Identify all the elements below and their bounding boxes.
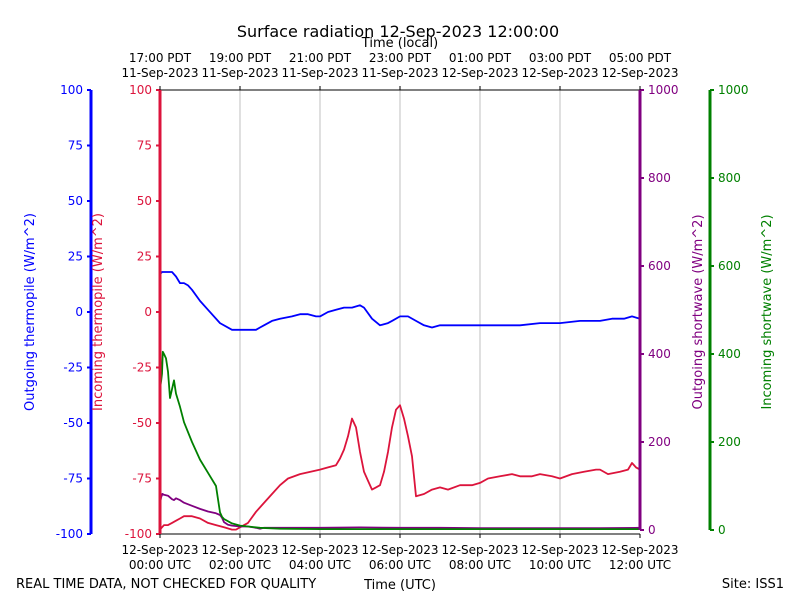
xtick-label-top-time-6: 05:00 PDT (609, 51, 672, 65)
xtick-label-bottom-date-4: 12-Sep-2023 (441, 543, 518, 557)
xtick-label-top-date-3: 11-Sep-2023 (361, 66, 438, 80)
xtick-label-bottom-time-2: 04:00 UTC (289, 558, 351, 572)
xtick-label-bottom-time-5: 10:00 UTC (529, 558, 591, 572)
ytick-label-outgoing-shortwave: 0 (648, 523, 656, 537)
ytick-label-incoming-shortwave: 200 (718, 435, 741, 449)
xtick-label-top-date-1: 11-Sep-2023 (201, 66, 278, 80)
axis-label-outgoing-thermopile: Outgoing thermopile (W/m^2) (23, 213, 38, 411)
ytick-label-incoming-thermopile: 75 (137, 139, 152, 153)
ytick-label-incoming-shortwave: 0 (718, 523, 726, 537)
xtick-label-bottom-time-0: 00:00 UTC (129, 558, 191, 572)
series-line-incoming-shortwave (159, 350, 640, 530)
ytick-label-incoming-thermopile: -100 (125, 527, 152, 541)
xtick-label-bottom-date-0: 12-Sep-2023 (121, 543, 198, 557)
ytick-label-incoming-thermopile: 0 (144, 305, 152, 319)
ytick-label-incoming-thermopile: -75 (132, 472, 152, 486)
ytick-label-incoming-shortwave: 600 (718, 259, 741, 273)
xtick-label-bottom-date-3: 12-Sep-2023 (361, 543, 438, 557)
ytick-label-outgoing-thermopile: -100 (56, 527, 83, 541)
xtick-label-top-date-4: 12-Sep-2023 (441, 66, 518, 80)
xtick-label-top-time-0: 17:00 PDT (129, 51, 192, 65)
ytick-label-incoming-thermopile: 100 (129, 83, 152, 97)
ytick-label-outgoing-shortwave: 600 (648, 259, 671, 273)
xtick-label-bottom-date-6: 12-Sep-2023 (601, 543, 678, 557)
ytick-label-outgoing-shortwave: 400 (648, 347, 671, 361)
ytick-label-outgoing-shortwave: 800 (648, 171, 671, 185)
ytick-label-incoming-thermopile: 25 (137, 250, 152, 264)
ytick-label-incoming-shortwave: 800 (718, 171, 741, 185)
grid-lines (239, 90, 561, 534)
series-line-outgoing-shortwave (159, 492, 641, 530)
xtick-label-top-time-3: 23:00 PDT (369, 51, 432, 65)
x-axis-title: Time (UTC) (363, 578, 436, 593)
xtick-label-top-date-5: 12-Sep-2023 (521, 66, 598, 80)
ytick-label-outgoing-thermopile: 0 (75, 305, 83, 319)
xtick-label-top-time-1: 19:00 PDT (209, 51, 272, 65)
ytick-label-outgoing-thermopile: 25 (68, 250, 83, 264)
series-line-outgoing-thermopile (159, 271, 641, 331)
footer-quality-note: REAL TIME DATA, NOT CHECKED FOR QUALITY (16, 577, 316, 592)
ytick-label-incoming-thermopile: 50 (137, 194, 152, 208)
ytick-label-outgoing-thermopile: -25 (63, 361, 83, 375)
ytick-label-outgoing-thermopile: -50 (63, 416, 83, 430)
ticks-group: 100 75 50 25 0 -25 -50 -75 -100 100 75 50 25 0 -25 -50 -… (56, 51, 749, 572)
xtick-label-top-date-2: 11-Sep-2023 (281, 66, 358, 80)
footer-site: Site: ISS1 (722, 577, 784, 592)
series-group (159, 271, 641, 531)
ytick-label-incoming-thermopile: -50 (132, 416, 152, 430)
xtick-label-top-time-2: 21:00 PDT (289, 51, 352, 65)
top-axis-title: Time (local) (361, 36, 438, 51)
ytick-label-outgoing-thermopile: 100 (60, 83, 83, 97)
axis-label-incoming-shortwave: Incoming shortwave (W/m^2) (760, 214, 775, 409)
xtick-label-bottom-time-3: 06:00 UTC (369, 558, 431, 572)
axis-label-incoming-thermopile: Incoming thermopile (W/m^2) (91, 213, 106, 411)
xtick-label-bottom-date-1: 12-Sep-2023 (201, 543, 278, 557)
ytick-label-outgoing-thermopile: 50 (68, 194, 83, 208)
xtick-label-bottom-time-1: 02:00 UTC (209, 558, 271, 572)
xtick-label-bottom-date-5: 12-Sep-2023 (521, 543, 598, 557)
ytick-label-outgoing-thermopile: -75 (63, 472, 83, 486)
xtick-label-bottom-date-2: 12-Sep-2023 (281, 543, 358, 557)
xtick-label-bottom-time-4: 08:00 UTC (449, 558, 511, 572)
xtick-label-top-date-0: 11-Sep-2023 (121, 66, 198, 80)
axis-label-outgoing-shortwave: Outgoing shortwave (W/m^2) (691, 214, 706, 409)
xtick-label-top-time-5: 03:00 PDT (529, 51, 592, 65)
ytick-label-incoming-thermopile: -25 (132, 361, 152, 375)
xtick-label-top-date-6: 12-Sep-2023 (601, 66, 678, 80)
ytick-label-outgoing-shortwave: 200 (648, 435, 671, 449)
series-line-incoming-thermopile (159, 404, 641, 531)
xtick-label-bottom-time-6: 12:00 UTC (609, 558, 671, 572)
ytick-label-outgoing-shortwave: 1000 (648, 83, 679, 97)
ytick-label-incoming-shortwave: 1000 (718, 83, 749, 97)
ytick-label-incoming-shortwave: 400 (718, 347, 741, 361)
chart-title: Surface radiation 12-Sep-2023 12:00:00 (237, 22, 559, 41)
xtick-label-top-time-4: 01:00 PDT (449, 51, 512, 65)
ytick-label-outgoing-thermopile: 75 (68, 139, 83, 153)
axes-group (89, 89, 712, 535)
